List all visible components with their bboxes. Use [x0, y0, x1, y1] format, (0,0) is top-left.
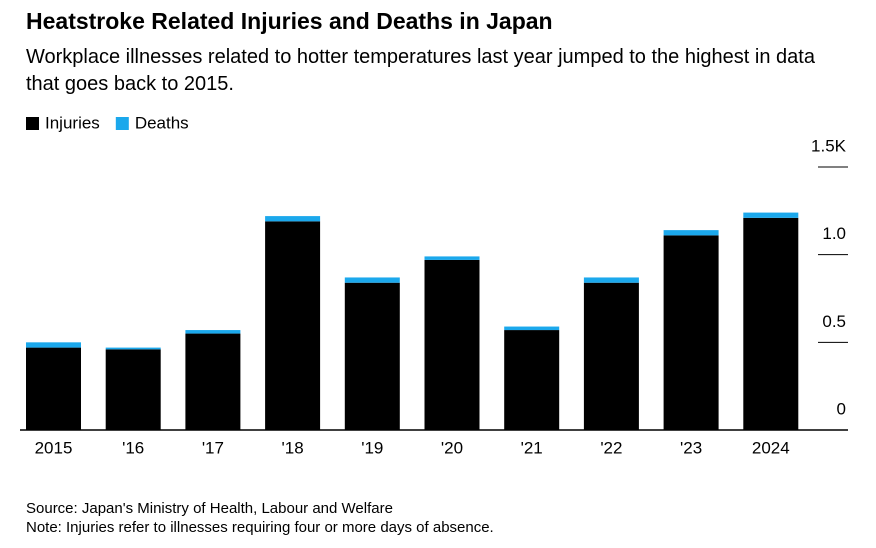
x-tick-label: '18 [282, 438, 304, 457]
bar-segment [424, 259, 480, 430]
x-tick-label: '19 [361, 438, 383, 457]
bar-segment [743, 212, 799, 218]
bar-segment [663, 230, 719, 236]
bar-segment [344, 277, 400, 283]
x-tick-label: '21 [521, 438, 543, 457]
legend: Injuries Deaths [26, 113, 189, 132]
bar-segment [583, 282, 639, 430]
bar-segment [344, 282, 400, 430]
bar-segment [105, 347, 161, 350]
y-tick-label: 0 [837, 399, 846, 418]
x-tick-label: '20 [441, 438, 463, 457]
x-tick-label: '16 [122, 438, 144, 457]
bar-segment [583, 277, 639, 283]
chart-subtitle: Workplace illnesses related to hotter te… [26, 46, 815, 95]
y-tick-label: 1.5K [811, 136, 847, 155]
legend-label: Deaths [135, 113, 189, 132]
bar-segment [504, 330, 560, 430]
bar-segment [424, 256, 480, 260]
y-tick-label: 1.0 [822, 224, 846, 243]
bar-segment [185, 333, 241, 430]
bar-segment [185, 330, 241, 334]
bar-segment [26, 347, 81, 430]
bar-segment [105, 349, 161, 430]
note: Note: Injuries refer to illnesses requir… [26, 519, 494, 536]
x-tick-label: 2024 [752, 438, 790, 457]
plot: 0 0.5 1.0 1.5K 2015 '16 '17 '18 '19 '20 '21 '22 '23 2… [20, 136, 848, 457]
subtitle-box: Workplace illnesses related to hotter te… [26, 46, 815, 95]
bar-segment [265, 216, 321, 222]
chart-title: Heatstroke Related Injuries and Deaths i… [26, 8, 553, 34]
x-tick-label: '23 [680, 438, 702, 457]
source: Source: Japan's Ministry of Health, Labo… [26, 500, 393, 517]
bar-segment [504, 326, 560, 331]
bar-segment [26, 342, 81, 348]
x-tick-label: '17 [202, 438, 224, 457]
x-tick-label: 2015 [35, 438, 73, 457]
bar-segment [743, 217, 799, 430]
x-tick-label: '22 [600, 438, 622, 457]
legend-swatch [26, 117, 39, 130]
bar-segment [265, 221, 321, 430]
legend-label: Injuries [45, 113, 100, 132]
y-tick-label: 0.5 [822, 312, 846, 331]
bar-segment [663, 235, 719, 430]
legend-swatch [115, 117, 129, 130]
